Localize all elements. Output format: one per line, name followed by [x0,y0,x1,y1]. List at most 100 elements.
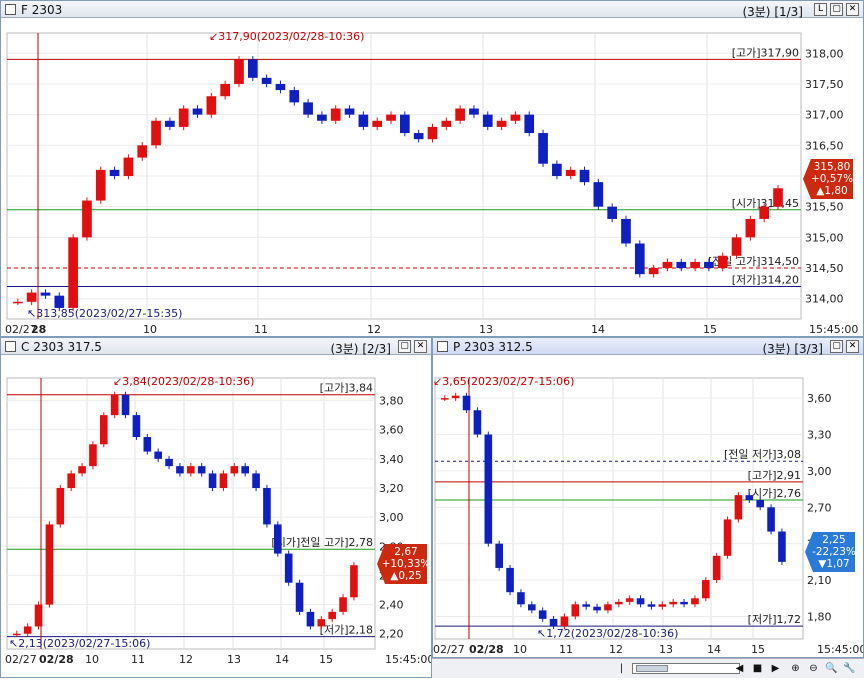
candle-body [647,604,656,607]
candle-body [67,473,75,488]
close-button[interactable]: ✕ [846,340,859,353]
stop-button[interactable]: ■ [752,663,763,674]
x-tick-label: 11 [559,643,573,656]
scroll-start-button[interactable]: | [619,663,624,674]
candle-body [165,120,175,127]
price-badge-pct: +10,33% [382,558,431,570]
call-candle-chart[interactable]: 3,803,603,403,203,002,802,602,402,2002/2… [1,356,432,678]
price-badge-price: 315,80 [814,161,851,173]
prev-button[interactable]: ◀ [735,663,744,674]
candle-body [187,466,195,474]
candle-body [690,261,700,269]
y-tick-label: 3,40 [379,453,404,466]
pane-select-checkbox[interactable] [437,341,448,352]
candle-body [441,398,449,400]
x-tick-label: 12 [609,643,623,656]
y-tick-label: 315,50 [805,201,844,214]
y-tick-label: 3,00 [807,465,832,478]
candle-body [56,488,65,525]
candle-body [704,261,714,269]
candle-body [82,200,92,238]
candle-body [560,616,569,627]
candle-body [495,543,503,568]
candle-body [275,83,286,91]
wrench-icon[interactable]: 🔧 [843,663,856,674]
price-badge-price: 2,25 [822,534,845,546]
candle-body [197,466,206,474]
scrollbar-thumb[interactable] [636,665,668,672]
price-badge-price: 2,67 [394,546,417,558]
candle-body [607,206,617,219]
x-tick-label: 15 [319,653,333,666]
pane-title-bar[interactable]: C 2303 317.5 (3분) [2/3] ▢ ✕ [1,338,431,356]
pane-period: (3분) [2/3] [330,342,391,356]
restore-button[interactable]: ▢ [830,340,843,353]
reference-label: [고가]2,91 [748,469,801,482]
y-tick-label: 2,70 [807,501,832,514]
candle-body [247,59,258,78]
candle-body [230,466,239,474]
candle-body [109,169,120,176]
zoom-out-icon[interactable]: ⊖ [809,663,818,674]
chart-scrollbar[interactable] [632,663,740,674]
pane-title-bar[interactable]: F 2303 (3분) [1/3] L ▢ ✕ [1,1,863,19]
reference-label: [고가]317,90 [732,46,799,59]
candle-body [734,495,743,520]
put-chart-pane[interactable]: P 2303 312.5 (3분) [3/3] ▢ ✕ 3,60 3,30 3,00… [432,337,864,658]
candle-body [178,108,189,127]
candle-body [219,473,228,488]
candle-body [565,169,576,176]
reference-label: [시가]2,76 [748,487,801,500]
candle-body [552,163,562,176]
call-chart-pane[interactable]: C 2303 317.5 (3분) [2/3] ▢ ✕ 3,80 3,60 3,40… [0,337,432,678]
pane-select-checkbox[interactable] [5,341,16,352]
price-badge [805,532,855,572]
x-tick-label: 15 [703,323,717,336]
candle-body [358,114,369,127]
candle-body [427,126,438,140]
futures-chart-pane[interactable]: F 2303 (3분) [1/3] L ▢ ✕ 318,00 317,50 317,… [0,0,864,337]
candle-body [54,295,65,308]
pane-title: P 2303 312.5 [453,340,533,354]
y-tick-label: 2,20 [379,628,404,641]
candle-body [344,108,355,115]
x-tick-label: 14 [275,653,289,666]
candle-body [123,157,134,176]
magnifier-icon[interactable]: 🔍 [825,663,838,674]
close-button[interactable]: ✕ [846,3,859,16]
candle-body [506,567,514,593]
next-button[interactable]: ▶ [771,663,780,674]
x-tick-label: 02/27 [5,323,37,336]
candle-body [662,261,673,269]
candle-body [496,120,507,127]
y-tick-label: 3,00 [379,511,404,524]
y-tick-label: 315,00 [805,231,844,244]
candle-body [778,531,786,562]
x-tick-label: 11 [254,323,268,336]
candle-body [328,611,336,620]
restore-button[interactable]: ▢ [398,340,411,353]
pane-title-bar[interactable]: P 2303 312.5 (3분) [3/3] ▢ ✕ [433,338,863,356]
y-tick-label: 3,30 [807,429,832,442]
candle-body [723,519,732,556]
candle-body [712,555,721,581]
pane-select-checkbox[interactable] [5,4,16,15]
put-candle-chart[interactable]: 3,603,303,002,702,402,101,8002/2702/2810… [433,356,864,658]
candle-body [593,606,601,611]
zoom-in-icon[interactable]: ⊕ [791,663,800,674]
candle-body [756,500,764,508]
lock-button[interactable]: L [814,3,827,16]
candle-body [731,237,742,256]
candle-body [648,268,659,275]
futures-candle-chart[interactable]: 318,00317,50317,00316,50316,00315,50315,… [1,19,864,337]
candle-body [317,114,327,121]
reference-label: [저가]314,20 [732,273,799,286]
candle-body [441,120,452,127]
restore-button[interactable]: ▢ [830,3,843,16]
close-button[interactable]: ✕ [414,340,427,353]
candle-body [339,597,347,612]
y-tick-label: 317,00 [805,109,844,122]
x-tick-label: 14 [707,643,721,656]
x-tick-label: 15:45:00 [385,653,432,666]
candle-body [154,451,162,459]
